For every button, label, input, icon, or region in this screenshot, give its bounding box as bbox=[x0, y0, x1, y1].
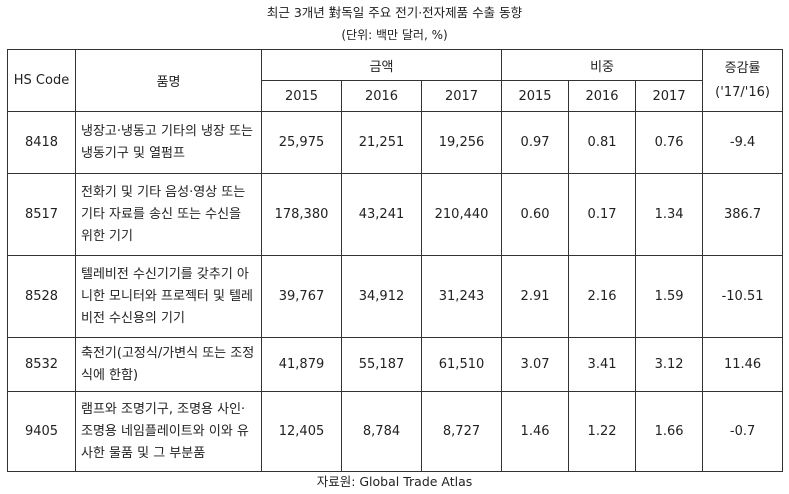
table-title: 최근 3개년 對독일 주요 전기·전자제품 수출 동향 bbox=[266, 5, 523, 20]
table-row: 9405 램프와 조명기구, 조명용 사인·조명용 네임플레이트와 이와 유사한… bbox=[7, 391, 784, 472]
item-name-cell: 냉장고·냉동고 기타의 냉장 또는 냉동기구 및 열펌프 bbox=[75, 111, 262, 174]
unit-note: (단위: 백만 달러, %) bbox=[341, 28, 448, 42]
item-name-cell: 전화기 및 기타 음성·영상 또는 기타 자료를 송신 또는 수신을 위한 기기 bbox=[75, 173, 262, 256]
table-row: 8528 텔레비전 수신기기를 갖추기 아니한 모니터와 프로젝터 및 텔레비전… bbox=[7, 255, 784, 338]
hs-code-cell: 8532 bbox=[7, 337, 76, 392]
amount-cell: 61,510 bbox=[420, 337, 503, 392]
growth-cell: -0.7 bbox=[702, 391, 784, 472]
header-amount: 금액 bbox=[260, 49, 503, 81]
amount-cell: 8,784 bbox=[341, 391, 422, 472]
header-growth-label: 증감률 bbox=[724, 60, 761, 76]
header-growth-period: ('17/'16) bbox=[715, 84, 770, 100]
share-cell: 0.76 bbox=[635, 111, 704, 174]
amount-cell: 210,440 bbox=[420, 173, 503, 256]
share-cell: 3.41 bbox=[568, 337, 637, 392]
hs-code-cell: 8418 bbox=[7, 111, 76, 174]
amount-cell: 19,256 bbox=[420, 111, 503, 174]
amount-cell: 8,727 bbox=[420, 391, 503, 472]
share-cell: 0.60 bbox=[501, 173, 570, 256]
header-share-year: 2016 bbox=[568, 80, 637, 112]
growth-cell: -9.4 bbox=[702, 111, 784, 174]
share-cell: 1.59 bbox=[635, 255, 704, 338]
amount-cell: 39,767 bbox=[261, 255, 342, 338]
share-cell: 3.07 bbox=[501, 337, 570, 392]
export-table: HS Code 품명 금액 비중 증감률 ('17/'16) 2015 2016… bbox=[7, 49, 784, 472]
table-row: 8532 축전기(고정식/가변식 또는 조정식에 한함) 41,879 55,1… bbox=[7, 337, 784, 392]
share-cell: 1.46 bbox=[501, 391, 570, 472]
amount-cell: 55,187 bbox=[341, 337, 422, 392]
amount-cell: 31,243 bbox=[420, 255, 503, 338]
hs-code-cell: 8528 bbox=[7, 255, 76, 338]
header-share: 비중 bbox=[501, 49, 704, 81]
growth-cell: -10.51 bbox=[702, 255, 784, 338]
item-name-cell: 축전기(고정식/가변식 또는 조정식에 한함) bbox=[75, 337, 262, 392]
amount-cell: 25,975 bbox=[261, 111, 342, 174]
header-amount-year: 2016 bbox=[341, 80, 422, 112]
table-row: 8418 냉장고·냉동고 기타의 냉장 또는 냉동기구 및 열펌프 25,975… bbox=[7, 111, 784, 174]
header-item: 품명 bbox=[75, 49, 262, 112]
source-note: 자료원: Global Trade Atlas bbox=[316, 474, 473, 489]
header-amount-year: 2017 bbox=[420, 80, 503, 112]
share-cell: 0.81 bbox=[568, 111, 637, 174]
share-cell: 0.17 bbox=[568, 173, 637, 256]
share-cell: 1.22 bbox=[568, 391, 637, 472]
amount-cell: 41,879 bbox=[261, 337, 342, 392]
table-row: 8517 전화기 및 기타 음성·영상 또는 기타 자료를 송신 또는 수신을 … bbox=[7, 173, 784, 256]
amount-cell: 34,912 bbox=[341, 255, 422, 338]
share-cell: 2.16 bbox=[568, 255, 637, 338]
share-cell: 1.34 bbox=[635, 173, 704, 256]
header-growth: 증감률 ('17/'16) bbox=[702, 49, 784, 112]
amount-cell: 12,405 bbox=[261, 391, 342, 472]
item-name-cell: 텔레비전 수신기기를 갖추기 아니한 모니터와 프로젝터 및 텔레비전 수신용의… bbox=[75, 255, 262, 338]
item-name-cell: 램프와 조명기구, 조명용 사인·조명용 네임플레이트와 이와 유사한 물품 및… bbox=[75, 391, 262, 472]
growth-cell: 11.46 bbox=[702, 337, 784, 392]
header-amount-year: 2015 bbox=[261, 80, 342, 112]
share-cell: 2.91 bbox=[501, 255, 570, 338]
growth-cell: 386.7 bbox=[702, 173, 784, 256]
amount-cell: 21,251 bbox=[341, 111, 422, 174]
share-cell: 0.97 bbox=[501, 111, 570, 174]
share-cell: 1.66 bbox=[635, 391, 704, 472]
amount-cell: 43,241 bbox=[341, 173, 422, 256]
header-share-year: 2017 bbox=[635, 80, 704, 112]
header-hs-code: HS Code bbox=[7, 49, 76, 112]
amount-cell: 178,380 bbox=[261, 173, 342, 256]
header-share-year: 2015 bbox=[501, 80, 570, 112]
hs-code-cell: 9405 bbox=[7, 391, 76, 472]
share-cell: 3.12 bbox=[635, 337, 704, 392]
hs-code-cell: 8517 bbox=[7, 173, 76, 256]
